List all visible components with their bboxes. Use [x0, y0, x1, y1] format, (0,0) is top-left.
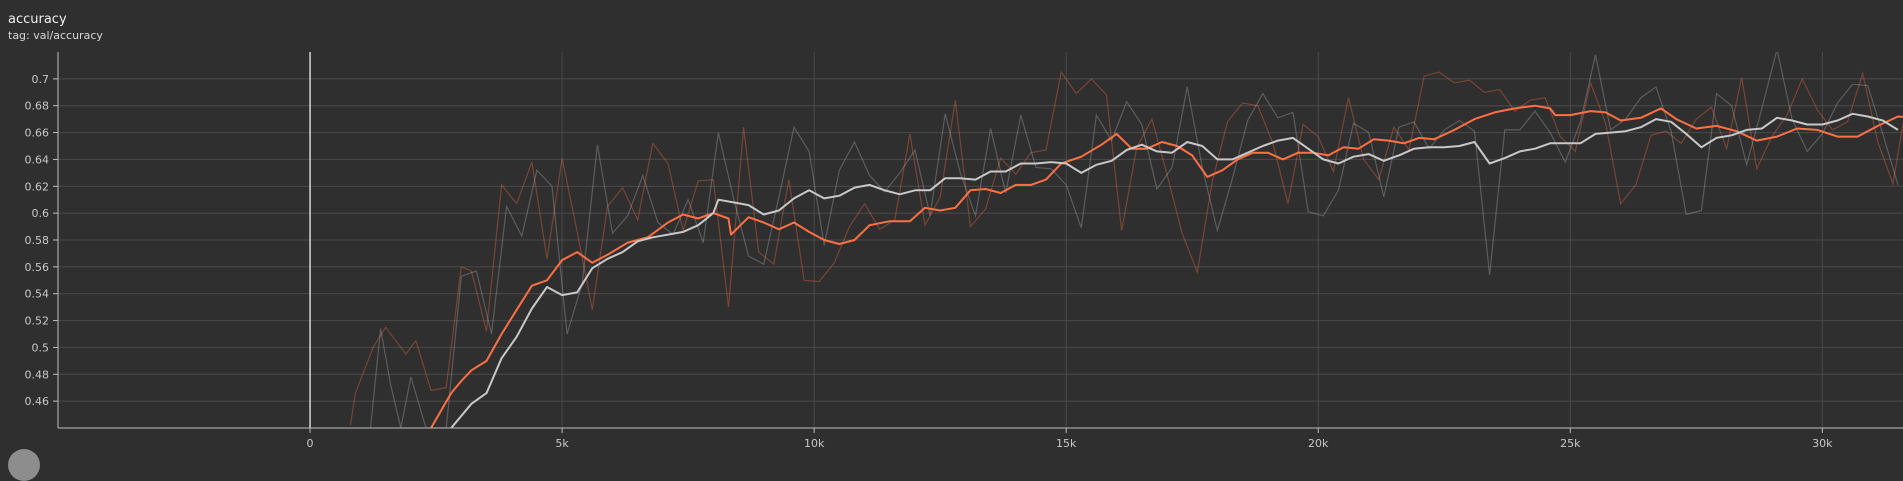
y-tick-label: 0.66: [25, 127, 50, 140]
line-chart[interactable]: 0.46 0.48 0.5 0.52 0.54 0.56 0.58 0.6 0.62 0.64 0.…: [0, 0, 1903, 459]
grid-lines: [58, 52, 1903, 428]
raw-line-series-1: [349, 70, 1903, 426]
chart-title: accuracy: [8, 12, 67, 27]
x-tick-label: 5k: [555, 437, 569, 450]
tick-labels: 0.46 0.48 0.5 0.52 0.54 0.56 0.58 0.6 0.62 0.64 0.…: [25, 73, 1834, 450]
y-tick-label: 0.54: [25, 288, 50, 301]
y-tick-label: 0.58: [25, 234, 50, 247]
x-tick-label: 15k: [1056, 437, 1077, 450]
smoothed-series-lines[interactable]: [430, 104, 1903, 428]
y-tick-label: 0.48: [25, 368, 50, 381]
chart-tag-label: tag: val/accuracy: [8, 29, 103, 42]
y-tick-label: 0.6: [32, 207, 50, 220]
y-tick-label: 0.64: [25, 153, 50, 166]
y-tick-label: 0.68: [25, 100, 50, 113]
y-tick-label: 0.46: [25, 395, 50, 408]
fit-domain-button[interactable]: [8, 449, 40, 481]
x-tick-label: 20k: [1308, 437, 1329, 450]
axes: [53, 52, 1903, 433]
x-tick-label: 30k: [1812, 437, 1833, 450]
x-tick-label: 10k: [804, 437, 825, 450]
x-tick-label: 0: [307, 437, 314, 450]
smoothed-line-series-2[interactable]: [450, 112, 1899, 428]
x-tick-label: 25k: [1560, 437, 1581, 450]
smoothed-line-series-1[interactable]: [430, 104, 1903, 428]
raw-series-lines: [349, 52, 1903, 428]
y-tick-label: 0.5: [32, 341, 50, 354]
y-tick-label: 0.56: [25, 261, 50, 274]
y-tick-label: 0.7: [32, 73, 50, 86]
y-tick-label: 0.52: [25, 315, 50, 328]
raw-line-series-2: [369, 52, 1899, 428]
y-tick-label: 0.62: [25, 180, 50, 193]
